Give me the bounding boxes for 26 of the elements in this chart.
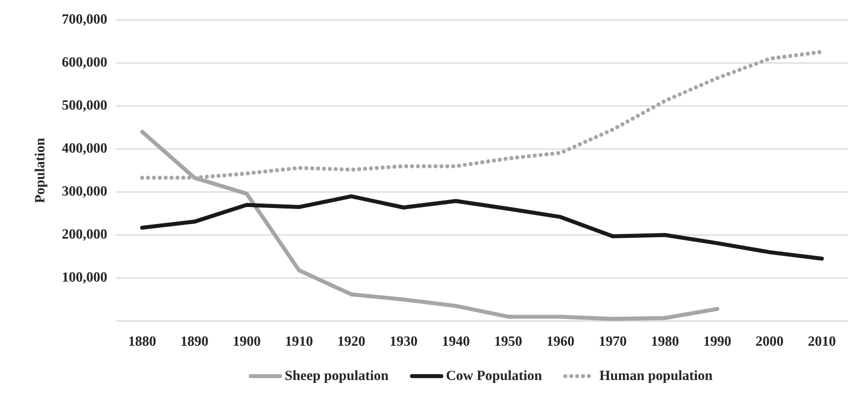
x-tick-label: 1940	[442, 336, 470, 346]
x-tick-label: 1970	[600, 336, 626, 346]
x-tick-label: 1880	[129, 336, 156, 346]
x-tick-label: 1980	[652, 336, 678, 346]
x-tick-label: 1910	[286, 336, 312, 346]
x-tick-label: 1930	[390, 336, 418, 346]
x-tick-label: 1890	[182, 336, 208, 346]
legend-label: Human population	[600, 370, 712, 383]
y-tick-label: 100,000	[62, 272, 107, 284]
y-tick-label: 700,000	[62, 14, 107, 26]
x-tick-label: 1990	[704, 336, 731, 346]
y-tick-label: 500,000	[62, 100, 107, 112]
x-tick-label: 1960	[548, 336, 574, 346]
line-series	[140, 194, 824, 261]
x-tick-label: 1950	[495, 336, 522, 346]
x-tick-label: 2010	[808, 336, 836, 346]
x-tick-label: 1900	[234, 336, 260, 346]
y-tick-label: 300,000	[62, 186, 107, 198]
y-tick-label: 600,000	[62, 57, 107, 69]
x-tick-label: 2000	[756, 336, 784, 346]
legend-label: Sheep population	[286, 370, 388, 383]
y-tick-label: 200,000	[62, 229, 107, 241]
x-tick-label: 1920	[338, 336, 365, 346]
y-axis-title: Population	[34, 138, 48, 203]
y-tick-label: 400,000	[62, 143, 107, 155]
legend-label: Cow Population	[446, 370, 542, 383]
